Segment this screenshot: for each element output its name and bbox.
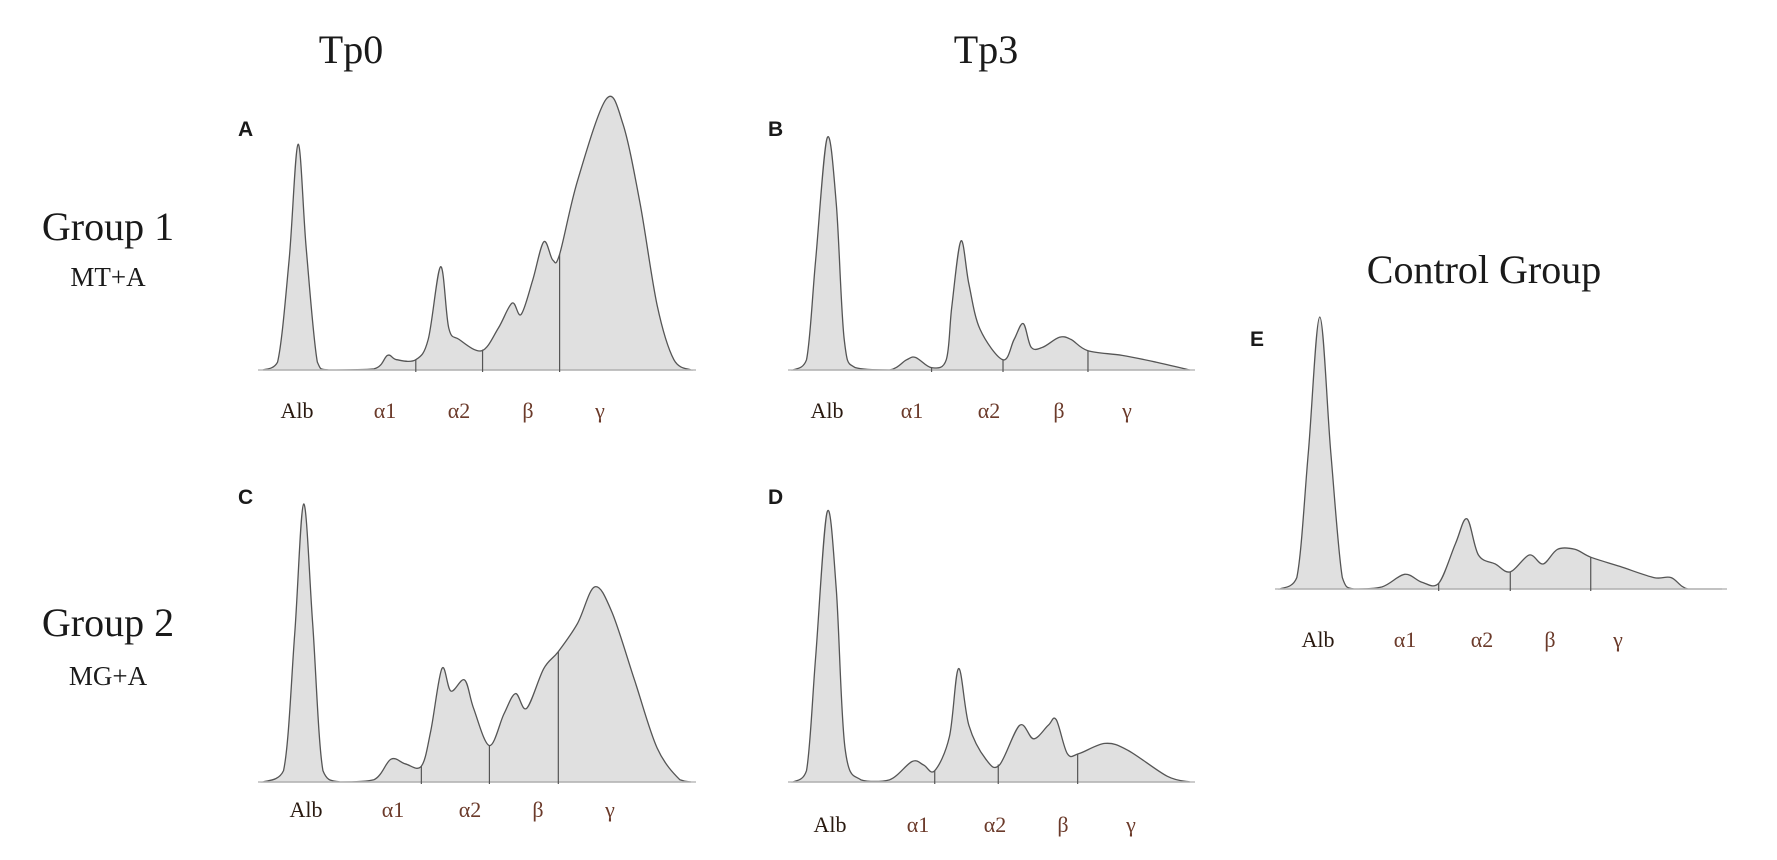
panel-b: [788, 135, 1195, 372]
panel-letter-d: D: [768, 486, 784, 509]
fraction-label: γ: [1126, 812, 1136, 837]
row-subtitle-group2: MG+A: [68, 661, 148, 691]
panel-d: [788, 509, 1195, 784]
fraction-label: Alb: [810, 398, 844, 423]
row-title-group1: Group 1: [41, 204, 175, 249]
panel-letter-e: E: [1250, 328, 1265, 351]
density-trace-a: [262, 95, 694, 371]
fraction-label: γ: [605, 797, 615, 822]
fraction-label: Alb: [289, 797, 323, 822]
fraction-label: α2: [447, 398, 471, 423]
fraction-label: β: [1053, 398, 1065, 423]
fraction-label: α2: [458, 797, 482, 822]
panel-letter-a: A: [238, 118, 254, 141]
fraction-label: α1: [373, 398, 397, 423]
density-trace-e: [1277, 316, 1722, 590]
panel-c: [258, 503, 696, 784]
fraction-label: β: [522, 398, 534, 423]
fraction-label: β: [1544, 627, 1556, 652]
panel-a: [258, 95, 696, 372]
column-title-tp3: Tp3: [953, 27, 1019, 72]
fraction-label: β: [1057, 812, 1069, 837]
panel-e: [1275, 316, 1727, 591]
panel-letter-b: B: [768, 118, 784, 141]
fraction-label: α2: [977, 398, 1001, 423]
density-trace-d: [791, 509, 1191, 783]
row-title-group2: Group 2: [41, 600, 175, 645]
panel-letter-c: C: [238, 486, 254, 509]
fraction-label: α1: [381, 797, 405, 822]
fraction-label: γ: [1613, 627, 1623, 652]
fraction-label: α1: [1393, 627, 1417, 652]
fraction-label: α1: [900, 398, 924, 423]
fraction-label: β: [532, 797, 544, 822]
fraction-label: α2: [1470, 627, 1494, 652]
control-group-title: Control Group: [1366, 247, 1602, 292]
row-subtitle-group1: MT+A: [70, 262, 146, 292]
fraction-label: γ: [1122, 398, 1132, 423]
fraction-label: Alb: [1301, 627, 1335, 652]
density-trace-b: [791, 135, 1191, 371]
density-trace-c: [262, 503, 692, 783]
fraction-label: Alb: [813, 812, 847, 837]
column-title-tp0: Tp0: [318, 27, 384, 72]
fraction-label: γ: [595, 398, 605, 423]
fraction-label: α2: [983, 812, 1007, 837]
fraction-label: α1: [906, 812, 930, 837]
fraction-label: Alb: [280, 398, 314, 423]
